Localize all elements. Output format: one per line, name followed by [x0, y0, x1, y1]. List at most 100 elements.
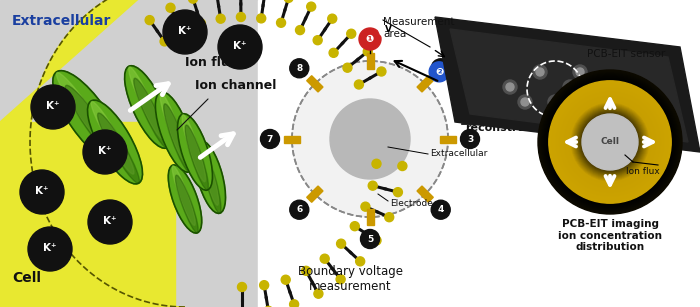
Circle shape	[578, 111, 641, 173]
Circle shape	[549, 81, 671, 203]
Circle shape	[584, 117, 635, 167]
Circle shape	[562, 94, 658, 190]
Circle shape	[548, 95, 562, 109]
Ellipse shape	[57, 72, 113, 152]
Ellipse shape	[129, 67, 164, 139]
Circle shape	[329, 48, 338, 57]
Circle shape	[601, 133, 619, 151]
Circle shape	[594, 126, 626, 158]
Circle shape	[372, 236, 381, 245]
Circle shape	[393, 188, 402, 197]
Circle shape	[360, 230, 379, 248]
Circle shape	[377, 67, 386, 76]
Ellipse shape	[199, 142, 218, 205]
Circle shape	[582, 114, 638, 170]
Bar	[0, 0, 258, 307]
Circle shape	[586, 118, 634, 166]
Circle shape	[83, 130, 127, 174]
Circle shape	[290, 59, 309, 78]
Circle shape	[302, 266, 311, 275]
Text: Electrode: Electrode	[390, 200, 433, 208]
Circle shape	[552, 84, 668, 200]
Circle shape	[533, 65, 547, 79]
Circle shape	[260, 281, 269, 290]
Circle shape	[257, 14, 266, 23]
Circle shape	[556, 88, 664, 196]
Circle shape	[518, 95, 532, 109]
Circle shape	[431, 59, 450, 78]
Circle shape	[603, 75, 617, 89]
Circle shape	[570, 102, 650, 182]
Text: ❷: ❷	[435, 67, 443, 77]
Ellipse shape	[160, 93, 187, 163]
Circle shape	[431, 200, 450, 219]
Circle shape	[197, 19, 205, 28]
Circle shape	[558, 90, 662, 194]
Circle shape	[264, 306, 273, 307]
Ellipse shape	[182, 115, 206, 182]
Circle shape	[260, 130, 279, 149]
Circle shape	[350, 222, 359, 231]
Text: 6: 6	[296, 205, 302, 214]
Circle shape	[28, 227, 72, 271]
Circle shape	[290, 300, 299, 307]
Text: K⁺: K⁺	[98, 146, 112, 156]
Circle shape	[600, 132, 620, 152]
Circle shape	[575, 107, 645, 177]
Circle shape	[554, 86, 666, 198]
Polygon shape	[417, 76, 433, 92]
Circle shape	[281, 275, 290, 284]
Text: Extracellular: Extracellular	[430, 150, 487, 158]
Bar	[0, 122, 175, 307]
Text: V: V	[384, 25, 391, 33]
Ellipse shape	[172, 166, 195, 225]
Circle shape	[538, 70, 682, 214]
Circle shape	[609, 141, 611, 143]
Ellipse shape	[186, 125, 209, 190]
Circle shape	[540, 73, 679, 211]
Circle shape	[574, 106, 646, 178]
Circle shape	[545, 77, 675, 207]
Ellipse shape	[195, 141, 225, 213]
Text: Boundary voltage
measurement: Boundary voltage measurement	[298, 265, 402, 293]
Circle shape	[568, 101, 652, 183]
Text: Cell: Cell	[12, 271, 41, 285]
Circle shape	[580, 112, 640, 172]
Text: Ion flux: Ion flux	[626, 167, 660, 176]
Circle shape	[595, 127, 625, 157]
Circle shape	[593, 125, 627, 159]
Text: Measurement
area: Measurement area	[383, 17, 454, 39]
Circle shape	[577, 109, 643, 175]
Circle shape	[573, 105, 647, 179]
Ellipse shape	[88, 100, 143, 184]
Text: Image
reconstruction: Image reconstruction	[465, 111, 556, 133]
Circle shape	[360, 29, 379, 49]
Ellipse shape	[65, 85, 120, 162]
Circle shape	[587, 119, 633, 165]
Circle shape	[591, 95, 599, 103]
Ellipse shape	[91, 102, 134, 174]
Polygon shape	[367, 209, 374, 225]
Circle shape	[166, 3, 175, 12]
Circle shape	[540, 72, 680, 212]
Circle shape	[218, 25, 262, 69]
Circle shape	[550, 82, 671, 202]
Circle shape	[503, 80, 517, 94]
Circle shape	[566, 98, 654, 186]
Ellipse shape	[164, 104, 190, 172]
Ellipse shape	[125, 66, 172, 148]
Polygon shape	[450, 29, 688, 142]
Circle shape	[356, 257, 365, 266]
Circle shape	[160, 37, 169, 46]
Circle shape	[599, 131, 621, 153]
Circle shape	[568, 100, 652, 184]
Circle shape	[573, 65, 587, 79]
Circle shape	[20, 170, 64, 214]
Circle shape	[145, 16, 154, 25]
Circle shape	[320, 254, 329, 263]
Circle shape	[603, 136, 616, 148]
Circle shape	[88, 200, 132, 244]
Circle shape	[598, 130, 622, 154]
Circle shape	[591, 123, 629, 161]
Circle shape	[588, 92, 602, 106]
